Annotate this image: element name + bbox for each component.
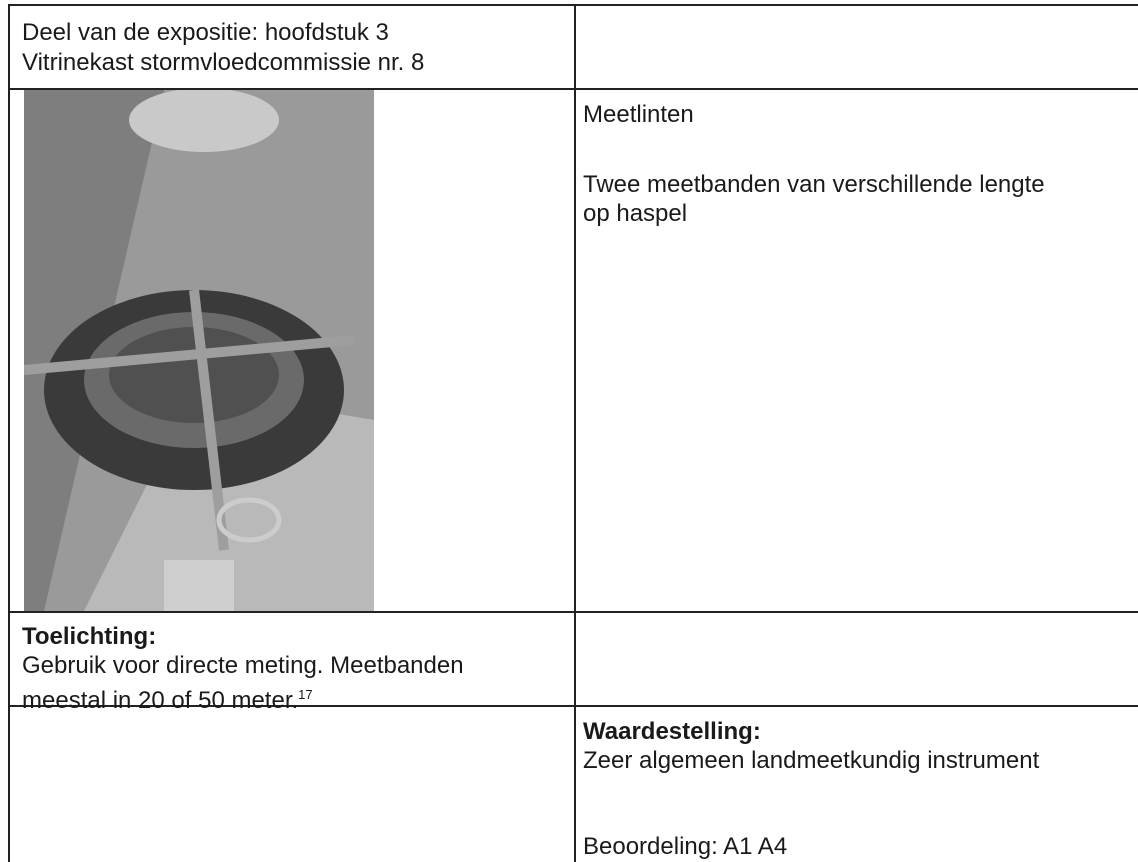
- explanation-text: meestal in 20 of 50 meter.: [22, 687, 299, 714]
- explanation-heading: Toelichting:: [22, 623, 157, 650]
- table-border: [8, 4, 10, 862]
- object-photo: [24, 90, 374, 611]
- column-border: [574, 4, 576, 862]
- header-line: Deel van de expositie: hoofdstuk 3: [22, 19, 389, 46]
- table-border: [8, 4, 1138, 6]
- footnote-ref: 17: [298, 687, 313, 702]
- explanation-line: Gebruik voor directe meting. Meetbanden: [22, 652, 464, 679]
- row-border: [8, 611, 1138, 613]
- rating: Beoordeling: A1 A4: [583, 833, 788, 860]
- row-border: [8, 705, 1138, 707]
- object-title: Meetlinten: [583, 101, 694, 128]
- object-description: Twee meetbanden van verschillende lengte: [583, 171, 1045, 198]
- row-border: [8, 88, 1138, 90]
- explanation-line: meestal in 20 of 50 meter.17: [22, 680, 313, 715]
- valuation-heading: Waardestelling:: [583, 718, 761, 745]
- valuation-text: Zeer algemeen landmeetkundig instrument: [583, 747, 1040, 774]
- header-line: Vitrinekast stormvloedcommissie nr. 8: [22, 49, 425, 76]
- object-description: op haspel: [583, 200, 688, 227]
